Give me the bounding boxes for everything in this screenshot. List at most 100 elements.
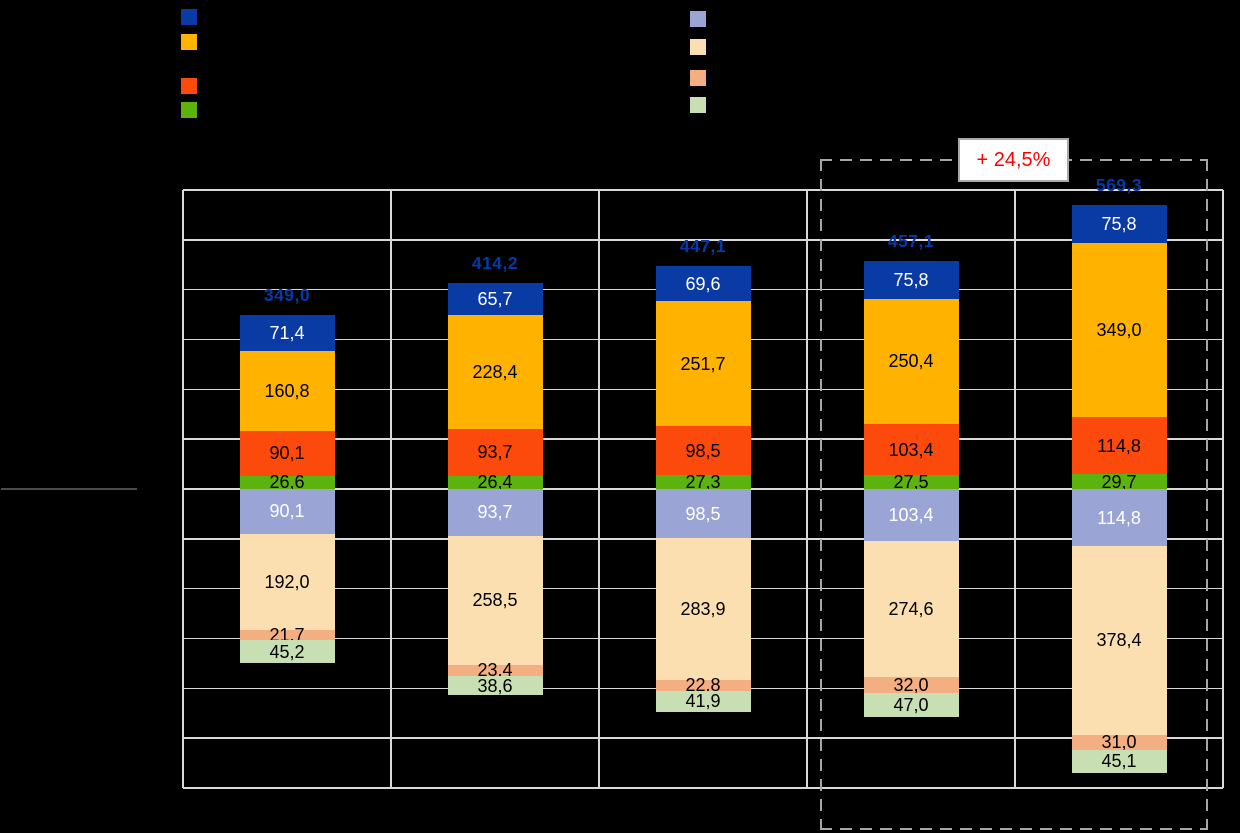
bar-segment-amber: 349,0 [1071, 243, 1167, 417]
gridline-horizontal [183, 488, 1223, 490]
bar-segment-dark-blue: 75,8 [1071, 205, 1167, 244]
bar-segment-label: 47,0 [893, 695, 929, 716]
gridline-horizontal [183, 787, 1223, 789]
growth-annotation-box: + 24,5% [958, 138, 1069, 182]
bar-segment-label: 32,0 [893, 675, 929, 696]
bar-segment-dark-blue: 65,7 [447, 282, 543, 316]
dashed-edge-right [1206, 159, 1209, 830]
bar-segment-label: 26,6 [269, 472, 305, 493]
bar-segment-label: 27,5 [893, 472, 929, 493]
bar-segment-green: 26,6 [239, 472, 335, 493]
gridline-vertical [806, 190, 808, 788]
bar-segment-green: 26,4 [447, 472, 543, 493]
bar-segment-amber: 160,8 [239, 350, 335, 431]
bar-total-label: 414,2 [471, 252, 519, 273]
bar-segment-lavender: 93,7 [447, 489, 543, 536]
bar-segment-dark-blue: 71,4 [239, 315, 335, 351]
bar-segment-label: 274,6 [888, 598, 934, 619]
bar-segment-light-green: 38,6 [447, 675, 543, 696]
bar-segment-lavender: 114,8 [1071, 489, 1167, 547]
bar-total-label: 457,1 [887, 231, 935, 252]
legend-chip-light-green [690, 97, 706, 113]
legend-chip-tan [690, 39, 706, 55]
bar-segment-lavender: 98,5 [655, 489, 751, 539]
bar-segment-salmon: 32,0 [863, 675, 959, 696]
bar-segment-light-green: 47,0 [863, 693, 959, 717]
bar-segment-label: 23,4 [477, 660, 513, 681]
bar-segment-dark-blue: 69,6 [655, 266, 751, 301]
bar-segment-label: 45,1 [1101, 751, 1137, 772]
bar-segment-light-green: 45,2 [239, 640, 335, 663]
gridline-vertical [1014, 190, 1016, 788]
gridline-vertical [390, 190, 392, 788]
legend-chip-orange-red [181, 78, 197, 94]
bar-segment-label: 27,3 [685, 472, 721, 493]
bar-segment-light-green: 41,9 [655, 690, 751, 712]
bar-segment-tan: 274,6 [863, 540, 959, 678]
bar-segment-salmon: 31,0 [1071, 732, 1167, 753]
bar-segment-label: 21,7 [269, 624, 305, 645]
bar-segment-green: 27,3 [655, 472, 751, 493]
legend-chip-salmon [690, 70, 706, 86]
bar-segment-label: 228,4 [472, 362, 518, 383]
bar-segment-amber: 228,4 [447, 315, 543, 430]
bar-segment-label: 90,1 [269, 501, 305, 522]
gridline-vertical [1222, 190, 1224, 788]
bar-segment-tan: 378,4 [1071, 546, 1167, 735]
bar-segment-label: 29,7 [1101, 471, 1137, 492]
bar-segment-label: 26,4 [477, 472, 513, 493]
bar-segment-light-green: 45,1 [1071, 750, 1167, 773]
bar-segment-label: 41,9 [685, 691, 721, 712]
bar-segment-amber: 251,7 [655, 300, 751, 427]
bar-segment-orange-red: 93,7 [447, 429, 543, 476]
bar-segment-label: 251,7 [680, 353, 726, 374]
legend-chip-amber [181, 34, 197, 50]
bar-segment-dark-blue: 75,8 [863, 261, 959, 299]
bar-segment-label: 93,7 [477, 442, 513, 463]
legend-chip-dark-blue [181, 9, 197, 25]
zero-axis-label-line [1, 488, 137, 490]
bar-segment-label: 250,4 [888, 351, 934, 372]
bar-segment-salmon: 23,4 [447, 661, 543, 679]
gridline-horizontal [183, 239, 1223, 241]
bar-total-label: 349,0 [263, 285, 311, 306]
legend-chip-lavender [690, 11, 706, 27]
legend-chip-green [181, 102, 197, 118]
bar-segment-lavender: 90,1 [239, 489, 335, 534]
bar-total-label: 569,3 [1095, 175, 1143, 196]
bar-segment-label: 38,6 [477, 675, 513, 696]
dashed-edge-left [820, 159, 823, 830]
bar-segment-label: 69,6 [685, 273, 721, 294]
bar-segment-label: 31,0 [1101, 732, 1137, 753]
bar-segment-green: 29,7 [1071, 471, 1167, 492]
bar-segment-orange-red: 90,1 [239, 430, 335, 476]
gridline-vertical [598, 190, 600, 788]
gridline-vertical [182, 190, 184, 788]
bar-segment-amber: 250,4 [863, 298, 959, 424]
bar-segment-label: 71,4 [269, 322, 305, 343]
bar-segment-label: 98,5 [685, 503, 721, 524]
bar-segment-salmon: 21,7 [239, 626, 335, 644]
gridline-horizontal [183, 737, 1223, 739]
bar-total-label: 447,1 [679, 236, 727, 257]
bar-segment-tan: 192,0 [239, 533, 335, 630]
bar-segment-label: 65,7 [477, 288, 513, 309]
bar-segment-salmon: 22,8 [655, 676, 751, 694]
dashed-edge-bottom [820, 828, 1208, 831]
bar-segment-label: 93,7 [477, 502, 513, 523]
bar-segment-label: 349,0 [1096, 320, 1142, 341]
bar-segment-green: 27,5 [863, 472, 959, 493]
bar-segment-label: 378,4 [1096, 630, 1142, 651]
bar-segment-tan: 258,5 [447, 535, 543, 665]
growth-annotation-text: + 24,5% [976, 148, 1051, 171]
bar-segment-orange-red: 98,5 [655, 426, 751, 476]
bar-segment-label: 114,8 [1097, 435, 1141, 456]
bar-segment-label: 75,8 [1101, 214, 1137, 235]
bar-segment-tan: 283,9 [655, 538, 751, 680]
bar-segment-label: 192,0 [264, 571, 310, 592]
bar-segment-label: 160,8 [264, 380, 310, 401]
bar-segment-label: 75,8 [893, 270, 929, 291]
bar-segment-label: 90,1 [269, 443, 305, 464]
gridline-horizontal [183, 189, 1223, 191]
